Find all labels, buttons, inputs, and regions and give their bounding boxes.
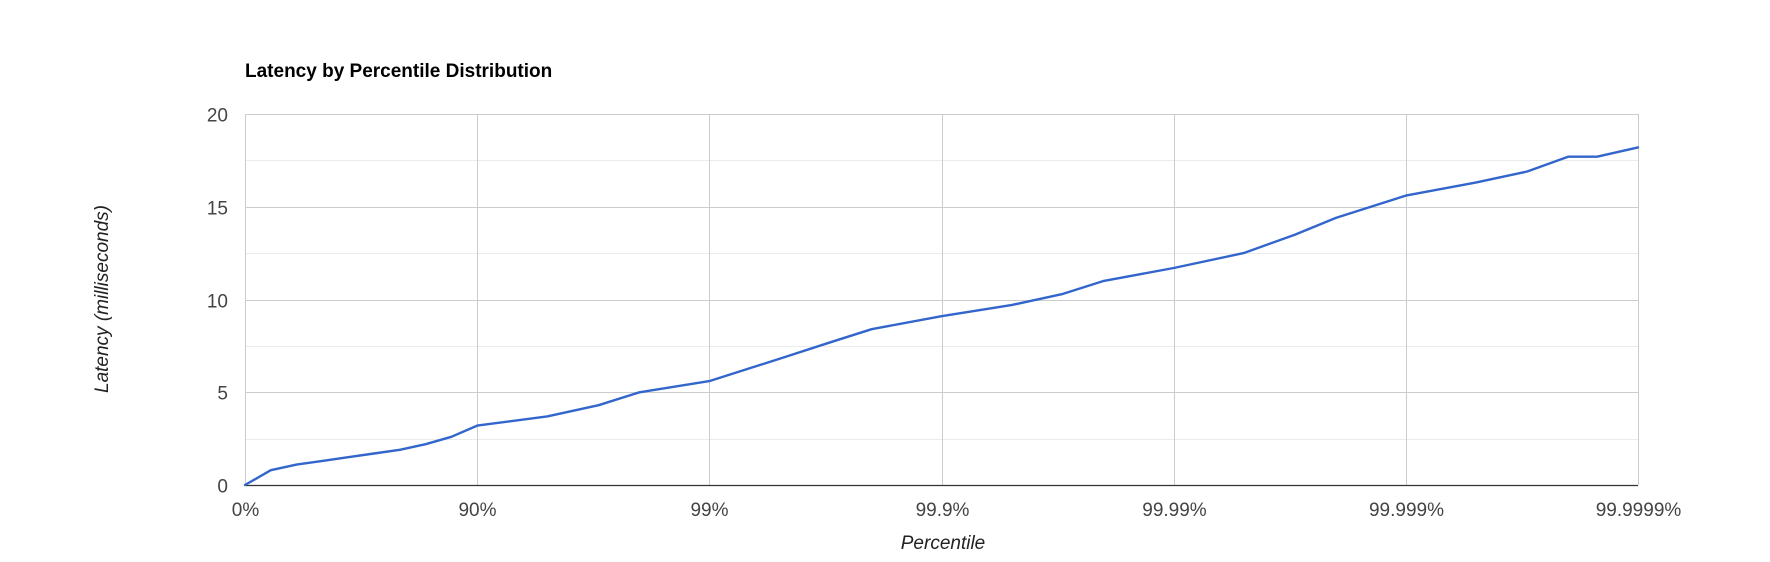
x-tick-label: 99.9% xyxy=(916,500,970,521)
x-tick-label: 99.999% xyxy=(1369,500,1444,521)
x-tick-labels: 0% 90% 99% 99.9% 99.99% 99.999% 99.9999% xyxy=(232,500,1682,521)
x-tick-label: 99% xyxy=(690,500,728,521)
major-grid xyxy=(245,114,1639,487)
x-tick-label: 99.99% xyxy=(1142,500,1207,521)
y-axis-label: Latency (milliseconds) xyxy=(92,205,113,393)
y-tick-label: 0 xyxy=(217,477,228,498)
y-tick-labels: 0 5 10 15 20 xyxy=(207,106,228,498)
x-tick-label: 90% xyxy=(458,500,496,521)
y-tick-label: 10 xyxy=(207,292,228,313)
y-tick-label: 5 xyxy=(217,384,228,405)
chart-title: Latency by Percentile Distribution xyxy=(245,61,552,82)
y-tick-label: 20 xyxy=(207,106,228,127)
x-tick-label: 99.9999% xyxy=(1596,500,1682,521)
x-axis-label: Percentile xyxy=(901,533,986,554)
x-tick-label: 0% xyxy=(232,500,260,521)
series-layer xyxy=(243,146,1640,487)
y-tick-label: 15 xyxy=(207,199,228,220)
series-line xyxy=(243,146,1640,487)
